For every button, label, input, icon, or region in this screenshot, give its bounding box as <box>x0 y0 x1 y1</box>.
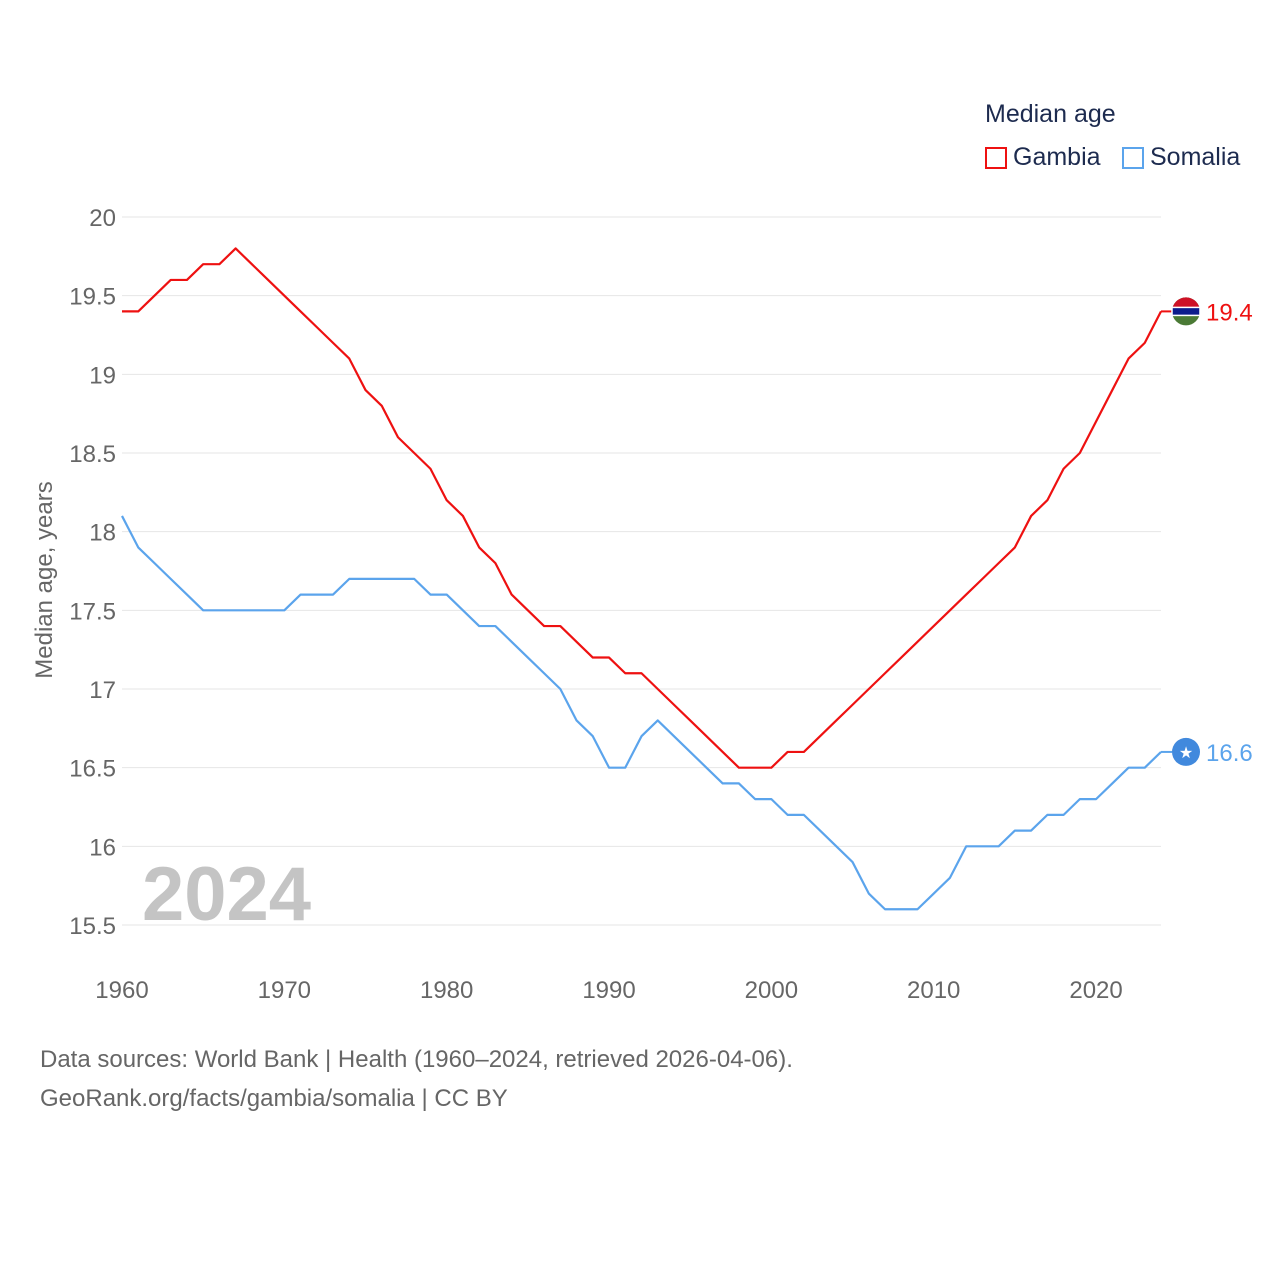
legend-item-gambia[interactable]: Gambia <box>985 143 1101 172</box>
legend-label-gambia: Gambia <box>1013 143 1101 171</box>
legend-swatch-somalia <box>1122 146 1144 169</box>
footer-attribution[interactable]: GeoRank.org/facts/gambia/somalia | CC BY <box>40 1085 508 1112</box>
y-tick-label: 19 <box>89 362 116 389</box>
x-tick-label: 1990 <box>582 977 635 1004</box>
y-tick-label: 16 <box>89 834 116 861</box>
x-tick-label: 2010 <box>907 977 960 1004</box>
x-tick-label: 1980 <box>420 977 473 1004</box>
year-label: 2024 <box>142 852 311 937</box>
footer-sources: Data sources: World Bank | Health (1960–… <box>40 1046 793 1073</box>
legend-title: Median age <box>985 100 1116 128</box>
flag-blue-band <box>1171 306 1201 317</box>
x-tick-label: 1970 <box>258 977 311 1004</box>
y-tick-label: 20 <box>89 205 116 232</box>
x-tick-label: 2000 <box>745 977 798 1004</box>
legend-item-somalia[interactable]: Somalia <box>1122 143 1240 172</box>
end-value-label-gambia: 19.4 <box>1206 299 1253 326</box>
x-tick-label: 1960 <box>95 977 148 1004</box>
y-tick-label: 17 <box>89 677 116 704</box>
legend-swatch-gambia <box>985 146 1007 169</box>
y-tick-label: 18 <box>89 520 116 547</box>
legend-label-somalia: Somalia <box>1150 143 1241 171</box>
flag-star: ★ <box>1179 745 1193 762</box>
end-value-label-somalia: 16.6 <box>1206 740 1253 767</box>
x-tick-label: 2020 <box>1069 977 1122 1004</box>
y-tick-label: 15.5 <box>69 913 116 940</box>
y-tick-label: 18.5 <box>69 441 116 468</box>
series-line-somalia <box>121 515 1162 911</box>
y-tick-label: 17.5 <box>69 598 116 625</box>
y-axis-label: Median age, years <box>31 481 58 678</box>
series-line-gambia <box>122 247 1162 769</box>
y-tick-label: 19.5 <box>69 284 116 311</box>
somalia-flag-icon <box>1172 737 1200 766</box>
y-tick-label: 16.5 <box>69 756 116 783</box>
